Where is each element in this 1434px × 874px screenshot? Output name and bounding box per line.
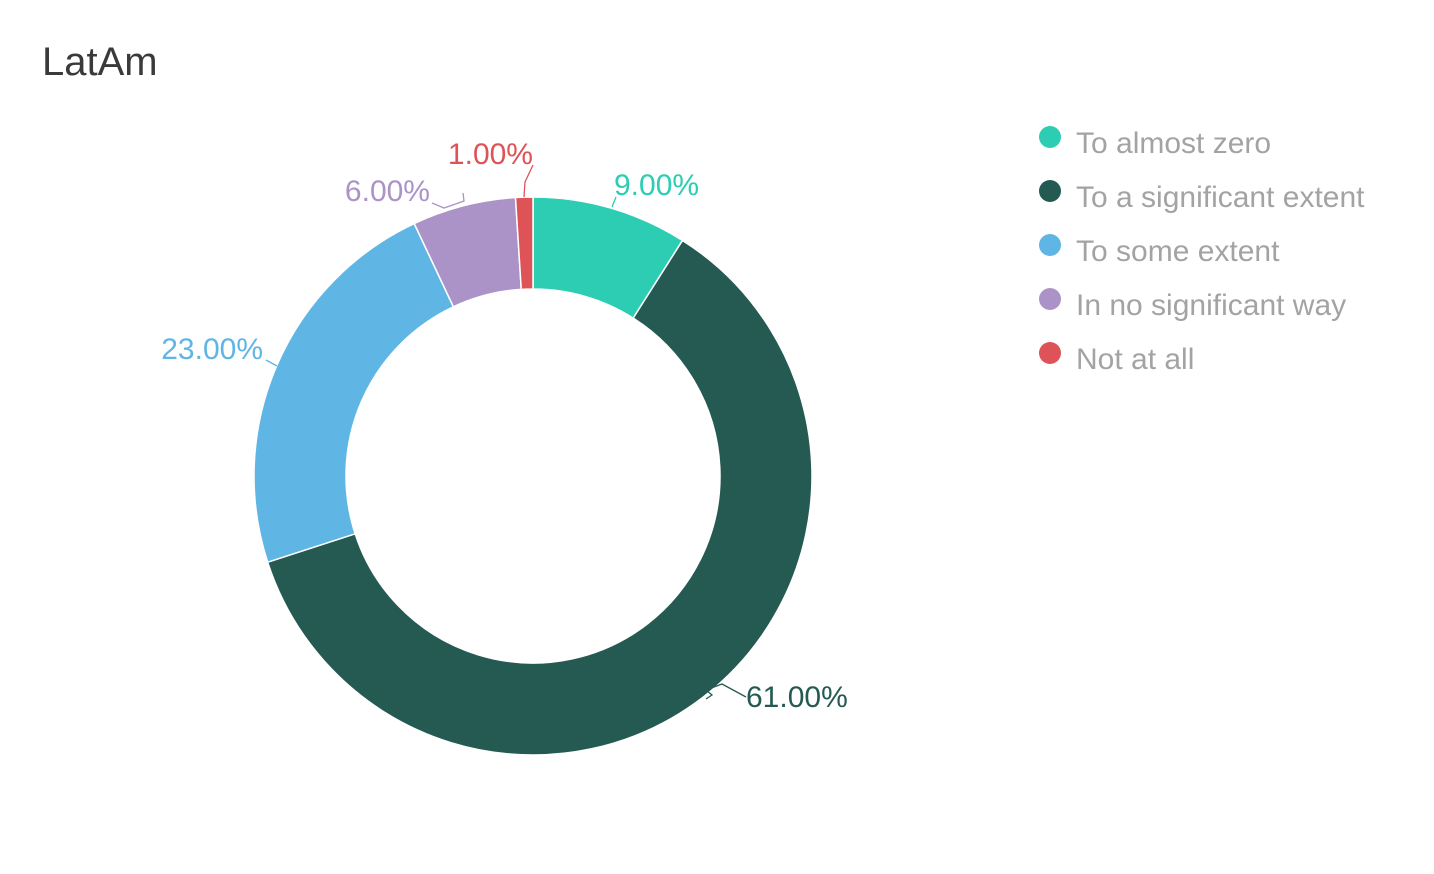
legend-item-to-some-extent[interactable]: To some extent xyxy=(1038,232,1418,271)
data-label-in-no-significant-way: 6.00% xyxy=(345,175,430,208)
data-label-not-at-all: 1.00% xyxy=(448,138,533,171)
legend-item-in-no-significant-way[interactable]: In no significant way xyxy=(1038,286,1418,325)
legend-item-not-at-all[interactable]: Not at all xyxy=(1038,340,1418,379)
label-leader-lines xyxy=(265,164,747,700)
leader-line-in-no-significant-way xyxy=(431,192,465,209)
legend-label: To almost zero xyxy=(1076,127,1272,160)
legend-label: In no significant way xyxy=(1076,289,1347,322)
chart-title: LatAm xyxy=(42,40,158,84)
leader-line-not-at-all xyxy=(523,164,534,198)
legend-item-to-almost-zero[interactable]: To almost zero xyxy=(1038,124,1418,163)
legend-label: To a significant extent xyxy=(1076,181,1365,214)
slice-not-at-all[interactable] xyxy=(514,196,534,291)
legend-label: To some extent xyxy=(1076,235,1280,268)
leader-line-to-a-significant-extent xyxy=(704,683,747,700)
legend-label: Not at all xyxy=(1076,343,1195,376)
data-label-to-a-significant-extent: 61.00% xyxy=(746,681,848,714)
legend-marker-icon xyxy=(1039,180,1061,202)
leader-line-to-some-extent xyxy=(265,359,278,367)
data-labels: 9.00% 61.00% 23.00% 6.00% 1.00% xyxy=(161,138,848,714)
legend-marker-icon xyxy=(1039,234,1061,256)
leader-line-to-almost-zero xyxy=(611,196,617,208)
legend-marker-icon xyxy=(1039,288,1061,310)
slice-to-a-significant-extent[interactable] xyxy=(266,239,813,756)
slice-to-some-extent[interactable] xyxy=(253,222,455,564)
data-label-to-almost-zero: 9.00% xyxy=(614,169,699,202)
legend-marker-icon xyxy=(1039,126,1061,148)
legend-marker-icon xyxy=(1039,342,1061,364)
chart-legend: To almost zero To a significant extent To … xyxy=(1038,124,1418,394)
legend-item-to-a-significant-extent[interactable]: To a significant extent xyxy=(1038,178,1418,217)
data-label-to-some-extent: 23.00% xyxy=(161,333,263,366)
donut-slices xyxy=(253,196,813,756)
